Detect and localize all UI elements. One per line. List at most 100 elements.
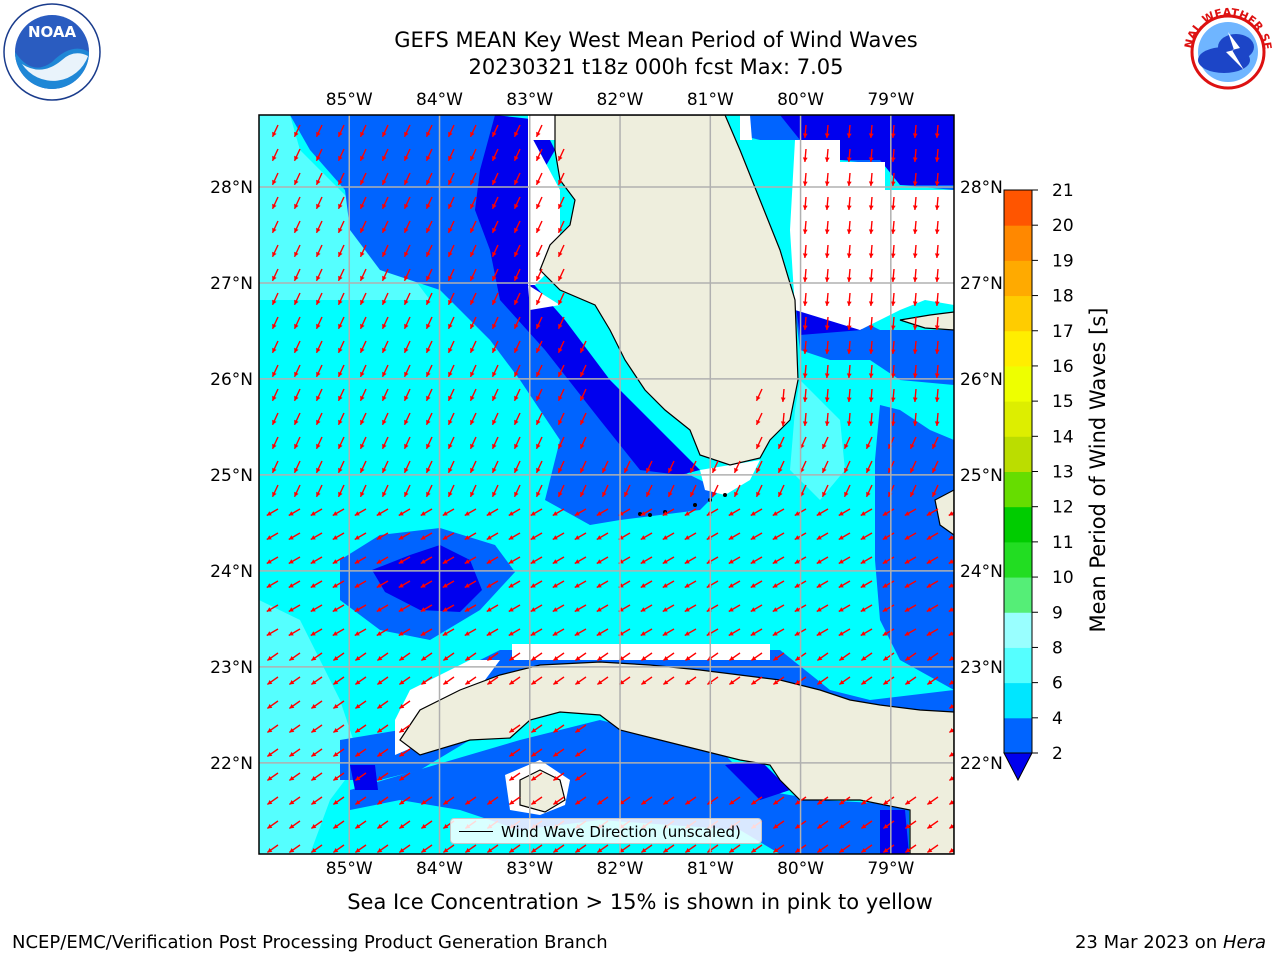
wave-arrow-389 [420,508,433,517]
wave-arrow-461 [596,556,609,565]
wave-arrow-688 [398,796,411,806]
wave-arrow-334 [623,460,631,474]
wave-arrow-241 [934,364,940,379]
wave-arrow-305 [535,436,543,450]
wave-arrow-547 [376,628,389,637]
wave-arrow-124 [824,244,830,259]
wave-arrow-44 [293,172,301,186]
wave-arrow-280 [535,412,543,426]
wave-arrow-577 [332,652,345,662]
wave-arrow-218 [934,340,940,355]
wave-arrow-225 [381,364,389,378]
wave-arrow-571 [904,628,917,637]
wave-arrow-7 [425,124,433,138]
wave-arrow-764 [662,844,675,854]
wave-arrow-147 [846,268,852,283]
wave-arrow-533 [772,604,785,613]
wave-arrow-40 [912,148,918,163]
wave-arrow-25 [359,148,367,162]
wave-arrow-332 [579,460,587,474]
wave-arrow-568 [838,628,851,637]
colorbar-extend-min [1003,752,1033,782]
wave-arrow-657 [948,727,954,734]
wave-arrow-90 [337,220,345,234]
wave-arrow-715 [288,820,301,830]
wave-arrow-671 [288,772,301,782]
wave-arrow-89 [315,220,323,234]
wave-arrow-6 [403,124,411,138]
wave-arrow-157 [359,292,367,306]
wave-arrow-293 [271,436,279,450]
wave-arrow-145 [802,268,808,283]
wave-arrow-311 [821,436,829,450]
land-3 [899,311,954,331]
wave-arrow-560 [662,628,675,637]
wave-arrow-3 [337,124,345,138]
wave-arrow-492 [574,580,587,589]
wave-arrow-524 [574,604,587,613]
wave-arrow-66 [293,196,301,210]
lon-label-bottom: 84°W [416,859,463,879]
wave-arrow-222 [315,364,323,378]
wave-arrow-623 [640,676,653,686]
wave-arrow-265 [912,388,918,403]
wave-arrow-439 [816,532,829,541]
wave-arrow-569 [860,628,873,637]
wave-arrow-112 [337,244,345,258]
wave-arrow-17 [890,124,896,139]
wave-arrow-433 [684,532,697,541]
wave-arrow-130 [957,245,962,258]
wave-arrow-141 [491,268,499,282]
colorbar-segment-20 [1004,190,1032,226]
wave-arrow-493 [596,580,609,589]
wave-arrow-367 [645,484,653,498]
lon-label-bottom: 83°W [506,859,553,879]
wave-arrow-50 [425,172,433,186]
wave-arrow-67 [315,196,323,210]
wave-arrow-88 [293,220,301,234]
wave-arrow-365 [601,484,609,498]
wave-arrow-665 [508,748,521,758]
wave-arrow-683 [288,796,301,806]
wave-arrow-612 [398,676,411,686]
wave-arrow-472 [838,556,851,565]
wave-arrow-121 [535,244,543,258]
colorbar-segment-6 [1004,647,1032,684]
wave-arrow-463 [640,556,653,565]
wave-arrow-486 [442,580,455,589]
wave-arrow-12 [535,124,543,138]
wave-arrow-47 [359,172,367,186]
wave-arrow-48 [381,172,389,186]
sea-ice-note: Sea Ice Concentration > 15% is shown in … [347,890,933,914]
wave-arrow-198 [293,340,301,354]
wave-arrow-362 [535,484,543,498]
wave-arrow-223 [337,364,345,378]
wave-arrow-264 [890,388,896,403]
wave-arrow-673 [332,772,345,782]
noaa-logo-icon: NOAA [3,3,101,101]
wave-arrow-307 [579,436,587,450]
wave-arrow-386 [354,508,367,517]
wave-arrow-329 [513,460,521,474]
wave-arrow-120 [513,244,521,258]
wave-arrow-207 [491,340,499,354]
wave-arrow-114 [381,244,389,258]
wave-arrow-775 [904,844,917,854]
wave-arrow-514 [354,604,367,613]
wave-arrow-627 [728,676,741,686]
wave-arrow-76 [513,196,521,210]
wave-arrow-300 [425,436,433,450]
wave-arrow-575 [288,652,301,662]
wave-arrow-391 [464,508,477,517]
wave-arrow-119 [491,244,499,258]
wave-arrow-696 [574,796,587,806]
wave-arrow-394 [530,508,543,517]
wave-arrow-143 [535,268,543,282]
wave-arrow-240 [912,364,918,379]
wave-arrow-395 [552,508,565,517]
wave-arrow-411 [904,508,917,517]
wave-arrow-336 [667,460,675,474]
colorbar-tick-label: 4 [1052,709,1063,729]
wave-arrow-24 [337,148,345,162]
wave-arrow-748 [310,844,323,854]
